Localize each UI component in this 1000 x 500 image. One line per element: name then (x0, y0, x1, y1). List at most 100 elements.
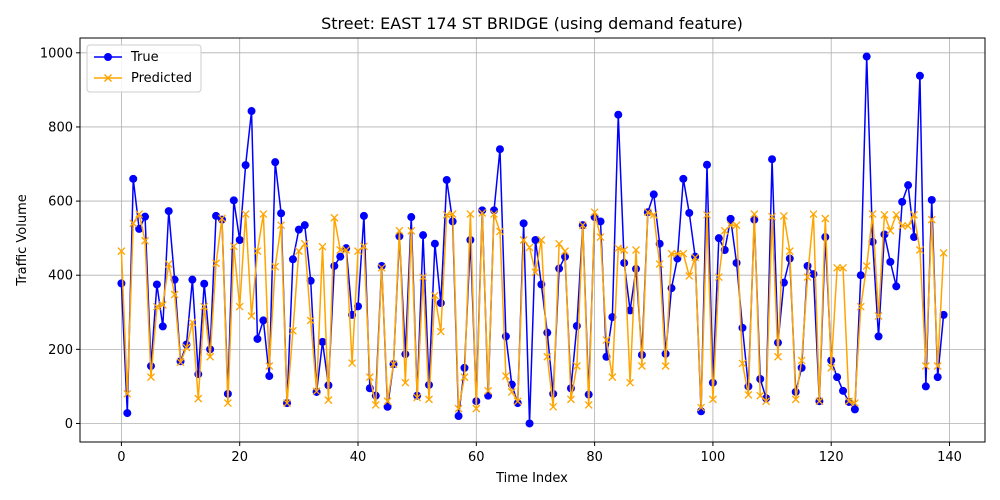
data-point-predicted (223, 399, 232, 408)
data-point-true (259, 316, 268, 325)
data-point-predicted (448, 210, 457, 219)
data-point-predicted (306, 316, 315, 325)
legend-true-label: True (130, 50, 159, 65)
series-line-predicted (120, 211, 945, 410)
data-point-predicted (904, 221, 913, 230)
data-point-predicted (277, 221, 286, 230)
data-point-predicted (555, 239, 564, 248)
data-point-true (850, 405, 859, 414)
data-point-predicted (779, 211, 788, 220)
data-point-true (614, 110, 623, 119)
data-point-predicted (324, 396, 333, 405)
data-point-true (407, 213, 416, 222)
data-point-predicted (844, 397, 853, 406)
data-point-predicted (436, 327, 445, 336)
data-point-true (442, 175, 451, 184)
data-point-predicted (697, 403, 706, 412)
data-point-predicted (584, 400, 593, 409)
series-predicted (117, 208, 948, 413)
x-tick-label: 60 (468, 450, 485, 465)
data-point-predicted (673, 249, 682, 258)
data-point-true (454, 412, 463, 421)
data-point-predicted (135, 210, 144, 219)
data-point-predicted (152, 302, 161, 311)
data-point-true (265, 372, 274, 381)
data-point-true (555, 264, 564, 273)
data-point-predicted (750, 210, 759, 219)
data-point-predicted (566, 395, 575, 404)
data-point-predicted (460, 373, 469, 382)
data-point-predicted (229, 242, 238, 251)
data-point-true (401, 350, 410, 359)
data-point-true (466, 236, 475, 244)
data-point-true (247, 107, 256, 116)
data-point-true (803, 261, 812, 270)
data-point-predicted (513, 397, 522, 406)
y-axis-title: Traffic Volume (15, 194, 30, 287)
x-tick-label: 20 (231, 450, 248, 465)
data-point-predicted (519, 236, 528, 244)
x-tick-label: 140 (937, 450, 962, 465)
data-point-predicted (856, 302, 865, 311)
data-point-predicted (484, 386, 493, 395)
data-point-predicted (147, 373, 155, 382)
data-point-true (158, 322, 167, 331)
data-point-predicted (235, 302, 244, 311)
data-point-predicted (661, 362, 670, 370)
data-point-predicted (874, 312, 883, 320)
axis-ticks: 0 20 40 60 80 100 120 140 0 200 400 600 800 1000 (40, 46, 962, 465)
data-point-predicted (531, 268, 540, 277)
data-point-true (543, 328, 552, 337)
data-point-predicted (141, 236, 150, 245)
data-point-predicted (253, 247, 262, 256)
data-point-predicted (170, 290, 179, 299)
data-point-predicted (241, 210, 250, 219)
legend: True Predicted (86, 44, 202, 93)
data-point-true (419, 231, 428, 240)
data-point-predicted (359, 242, 368, 251)
x-tick-label: 0 (117, 450, 125, 465)
data-point-predicted (371, 400, 380, 409)
data-point-predicted (543, 352, 552, 361)
data-point-predicted (868, 210, 877, 219)
data-point-true (519, 219, 528, 228)
legend-predicted-marker (103, 73, 113, 83)
data-point-predicted (921, 362, 930, 370)
data-point-predicted (785, 247, 794, 256)
data-point-predicted (425, 395, 433, 404)
y-tick-label: 600 (48, 195, 73, 210)
data-point-predicted (413, 393, 422, 402)
data-point-predicted (880, 210, 889, 219)
data-point-predicted (850, 399, 859, 408)
data-point-predicted (862, 261, 871, 270)
data-point-predicted (815, 397, 824, 406)
data-point-true (732, 258, 741, 267)
data-point-predicted (726, 221, 735, 230)
data-point-predicted (365, 373, 374, 382)
data-point-true (241, 161, 250, 170)
data-point-predicted (632, 246, 640, 254)
data-point-true (117, 279, 126, 288)
data-point-predicted (501, 372, 510, 380)
data-point-true (141, 212, 150, 221)
data-point-true (933, 373, 942, 382)
data-point-true (336, 252, 345, 261)
x-tick-label: 80 (586, 450, 603, 465)
data-point-true (271, 158, 280, 167)
data-point-true (330, 261, 339, 270)
data-point-predicted (886, 226, 895, 235)
data-point-predicted (188, 318, 197, 327)
data-point-predicted (839, 263, 847, 272)
data-point-true (354, 302, 363, 311)
data-point-true (430, 239, 439, 248)
data-point-true (436, 299, 445, 308)
data-point-predicted (342, 246, 351, 254)
data-point-true (927, 195, 936, 204)
data-point-predicted (590, 208, 599, 217)
data-point-true (915, 71, 924, 80)
data-point-true (277, 209, 286, 218)
data-point-true (359, 211, 368, 220)
data-point-true (874, 332, 883, 341)
data-point-true (679, 174, 688, 183)
data-point-true (738, 323, 747, 332)
